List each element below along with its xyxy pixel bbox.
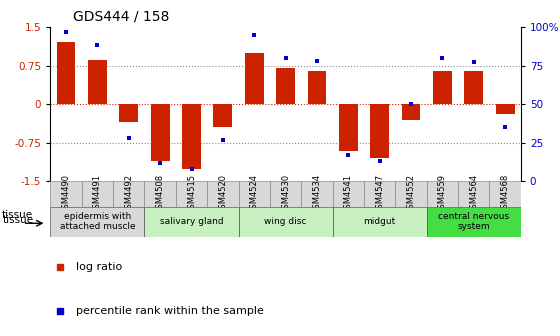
- Bar: [301, 181, 333, 207]
- Bar: [213, 104, 232, 127]
- Text: epidermis with
attached muscle: epidermis with attached muscle: [59, 212, 136, 232]
- Bar: [88, 60, 107, 104]
- Bar: [151, 104, 170, 161]
- Bar: [333, 207, 427, 237]
- Bar: [239, 207, 333, 237]
- Text: GSM4508: GSM4508: [156, 174, 165, 214]
- Text: GSM4534: GSM4534: [312, 174, 321, 214]
- Text: GSM4515: GSM4515: [187, 174, 196, 214]
- Bar: [464, 71, 483, 104]
- Bar: [176, 181, 207, 207]
- Bar: [207, 181, 239, 207]
- Text: wing disc: wing disc: [264, 217, 307, 226]
- Bar: [239, 181, 270, 207]
- Text: central nervous
system: central nervous system: [438, 212, 510, 232]
- Bar: [50, 181, 82, 207]
- Bar: [395, 181, 427, 207]
- Text: GSM4492: GSM4492: [124, 174, 133, 214]
- Bar: [113, 181, 144, 207]
- Text: GSM4541: GSM4541: [344, 174, 353, 214]
- Text: tissue: tissue: [2, 210, 33, 220]
- Bar: [402, 104, 421, 120]
- Text: GSM4559: GSM4559: [438, 174, 447, 214]
- Bar: [427, 181, 458, 207]
- Text: GDS444 / 158: GDS444 / 158: [73, 9, 169, 24]
- Bar: [339, 104, 358, 151]
- Bar: [496, 104, 515, 115]
- Bar: [433, 71, 452, 104]
- Text: GSM4491: GSM4491: [93, 174, 102, 214]
- Bar: [458, 181, 489, 207]
- Bar: [370, 104, 389, 158]
- Bar: [182, 104, 201, 169]
- Bar: [364, 181, 395, 207]
- Bar: [119, 104, 138, 122]
- Text: percentile rank within the sample: percentile rank within the sample: [76, 306, 264, 316]
- Text: salivary gland: salivary gland: [160, 217, 223, 226]
- Text: GSM4524: GSM4524: [250, 174, 259, 214]
- Bar: [489, 181, 521, 207]
- Text: GSM4490: GSM4490: [62, 174, 71, 214]
- Text: GSM4568: GSM4568: [501, 174, 510, 214]
- Text: GSM4520: GSM4520: [218, 174, 227, 214]
- Bar: [276, 68, 295, 104]
- Text: midgut: midgut: [363, 217, 396, 226]
- Text: GSM4552: GSM4552: [407, 174, 416, 214]
- Bar: [82, 181, 113, 207]
- Bar: [245, 53, 264, 104]
- Bar: [333, 181, 364, 207]
- Bar: [144, 207, 239, 237]
- Text: tissue: tissue: [3, 215, 34, 225]
- Text: GSM4547: GSM4547: [375, 174, 384, 214]
- Text: GSM4530: GSM4530: [281, 174, 290, 214]
- Bar: [50, 207, 144, 237]
- Bar: [427, 207, 521, 237]
- Text: log ratio: log ratio: [76, 262, 123, 271]
- Bar: [307, 71, 326, 104]
- Text: GSM4564: GSM4564: [469, 174, 478, 214]
- Bar: [144, 181, 176, 207]
- Bar: [57, 42, 76, 104]
- Bar: [270, 181, 301, 207]
